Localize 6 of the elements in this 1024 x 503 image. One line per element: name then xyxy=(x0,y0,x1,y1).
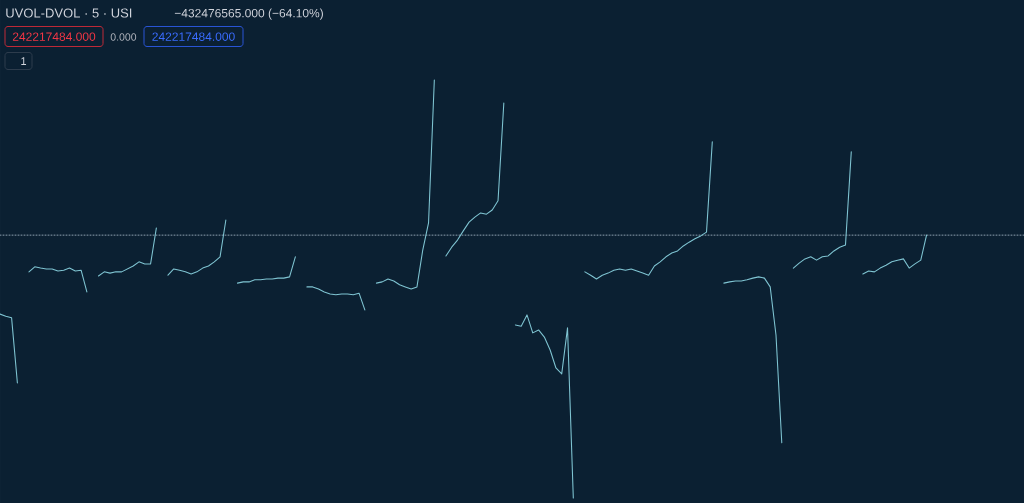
chart-title: UVOL-DVOL · 5 · USI xyxy=(6,8,132,18)
text: 242217484.000 xyxy=(12,32,96,41)
text: 0.000 xyxy=(110,33,137,41)
text: 1 xyxy=(21,57,27,65)
text: −432476565.000 (−64.10%) xyxy=(174,8,323,20)
text: 242217484.000 xyxy=(152,32,235,41)
